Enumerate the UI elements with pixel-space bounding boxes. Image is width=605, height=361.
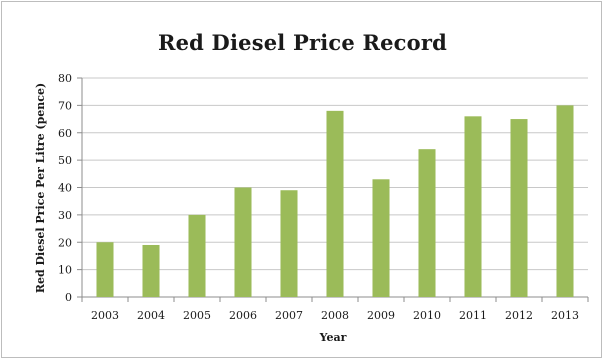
- bar: [510, 119, 527, 297]
- bar: [234, 188, 251, 298]
- x-tick-label: 2008: [321, 309, 349, 322]
- bars: [96, 105, 573, 297]
- x-tick-label: 2012: [505, 309, 533, 322]
- x-tick-label: 2009: [367, 309, 395, 322]
- x-tick-label: 2010: [413, 309, 441, 322]
- y-tick-label: 70: [58, 99, 72, 112]
- bar: [556, 105, 573, 297]
- x-tick-labels: 2003 2004 2005 2006 2007 2008 2009 2010 2011 2012…: [91, 309, 579, 322]
- y-tick-label: 10: [58, 264, 72, 277]
- x-tick-label: 2005: [183, 309, 211, 322]
- bar: [188, 215, 205, 297]
- bar: [372, 179, 389, 297]
- x-tick-label: 2003: [91, 309, 119, 322]
- x-tick-label: 2011: [459, 309, 487, 322]
- x-tick-label: 2006: [229, 309, 257, 322]
- y-tick-label: 30: [58, 209, 72, 222]
- bar: [418, 149, 435, 297]
- y-tick-label: 40: [58, 182, 72, 195]
- y-tick-label: 50: [58, 154, 72, 167]
- bar: [464, 116, 481, 297]
- y-axis-title: Red Diesel Price Per Litre (pence): [34, 83, 47, 293]
- bar: [142, 245, 159, 297]
- x-tick-label: 2004: [137, 309, 165, 322]
- y-tick-label: 80: [58, 72, 72, 85]
- y-tick-label: 20: [58, 236, 72, 249]
- x-axis-title: Year: [319, 331, 347, 344]
- y-tick-label: 60: [58, 127, 72, 140]
- x-tick-label: 2007: [275, 309, 303, 322]
- y-tick-labels: 0 10 20 30 40 50 60 70 80: [58, 72, 72, 304]
- bar: [326, 111, 343, 297]
- y-tick-label: 0: [65, 291, 72, 304]
- bar: [96, 242, 113, 297]
- x-tick-label: 2013: [551, 309, 579, 322]
- bar: [280, 190, 297, 297]
